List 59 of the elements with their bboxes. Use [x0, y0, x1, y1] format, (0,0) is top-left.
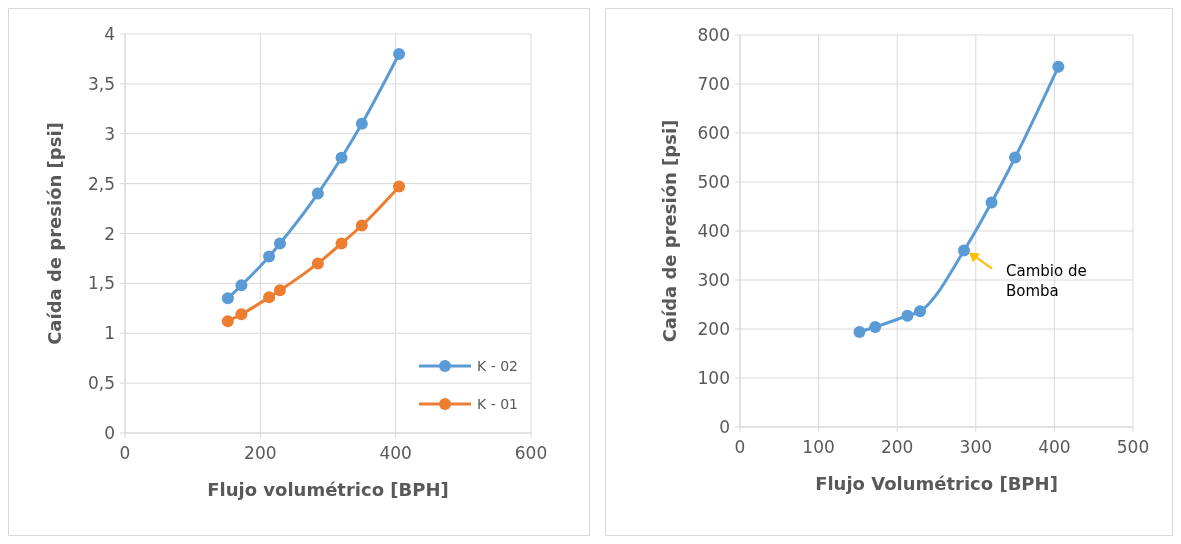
x-tick-label: 0: [119, 443, 131, 463]
y-tick-label: 800: [697, 25, 730, 45]
x-tick-label: 0: [734, 437, 746, 457]
point: [393, 180, 406, 193]
y-axis-title: Caída de presión [psi]: [659, 119, 680, 343]
y-tick-label: 3,5: [87, 73, 115, 94]
point: [355, 219, 368, 232]
point: [221, 315, 234, 328]
point: [869, 321, 882, 334]
point: [235, 279, 248, 292]
x-tick-label: 500: [1116, 437, 1150, 457]
point: [311, 187, 324, 200]
y-tick-label: 200: [697, 319, 730, 339]
x-tick-label: 100: [802, 437, 835, 457]
point: [263, 291, 276, 304]
point: [393, 47, 406, 60]
annotation: Cambio de Bomba: [1006, 261, 1087, 300]
y-tick-label: 2: [104, 223, 115, 244]
y-tick-label: 1: [104, 323, 115, 344]
point: [335, 237, 348, 250]
point: [273, 284, 286, 297]
x-tick-label: 300: [959, 437, 993, 457]
y-tick-label: 500: [697, 172, 730, 192]
x-tick-label: 200: [880, 437, 914, 457]
y-tick-label: 300: [697, 270, 730, 290]
y-axis-title: Caída de presión [psi]: [44, 122, 65, 345]
point: [355, 117, 368, 130]
point: [958, 244, 971, 257]
point: [913, 305, 926, 318]
y-tick-label: 700: [697, 74, 730, 94]
y-tick-label: 2,5: [87, 173, 115, 194]
point: [1009, 151, 1022, 164]
point: [853, 325, 866, 338]
x-tick-label: 400: [379, 443, 412, 463]
y-tick-label: 400: [697, 221, 730, 241]
x-axis-title: Flujo Volumétrico [BPH]: [815, 473, 1058, 494]
legend-label: K - 02: [477, 358, 518, 374]
point: [985, 196, 998, 209]
y-tick-label: 4: [104, 24, 115, 44]
y-tick-label: 100: [697, 368, 730, 388]
point: [263, 250, 276, 263]
y-tick-label: 3: [104, 123, 115, 144]
x-tick-label: 200: [244, 443, 277, 463]
point: [221, 292, 234, 305]
y-tick-label: 600: [697, 123, 730, 143]
y-tick-label: 1,5: [87, 273, 115, 294]
legend-label: K - 01: [477, 396, 518, 412]
x-tick-label: 600: [514, 443, 548, 463]
x-tick-label: 400: [1038, 437, 1071, 457]
y-tick-label: 0,5: [87, 373, 115, 394]
point: [901, 309, 914, 322]
point: [335, 151, 348, 164]
point: [311, 257, 324, 270]
point: [235, 308, 248, 321]
y-tick-label: 0: [719, 417, 730, 437]
point: [273, 237, 286, 250]
y-tick-label: 0: [104, 423, 115, 443]
point: [1052, 60, 1065, 73]
x-axis-title: Flujo volumétrico [BPH]: [207, 479, 449, 500]
